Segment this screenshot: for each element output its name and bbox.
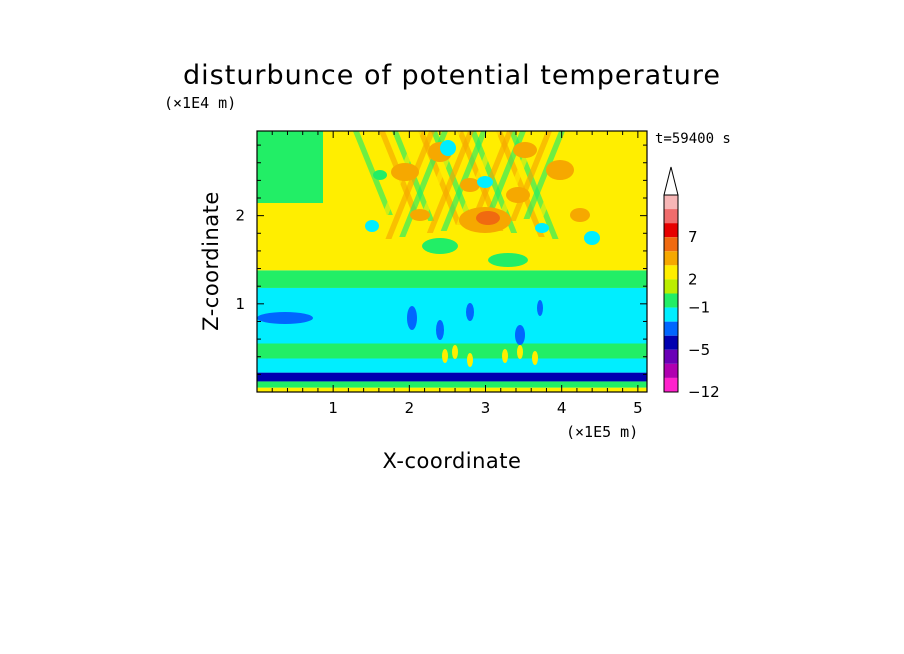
colorbar-swatch (664, 223, 678, 238)
colorbar-swatch (664, 251, 678, 266)
wave-stripe (523, 131, 566, 219)
contour-band-0 (257, 387, 647, 392)
contour-streak (257, 312, 313, 324)
contour-blob (422, 238, 458, 254)
colorbar-swatch (664, 195, 678, 210)
contour-band-3 (257, 358, 647, 373)
colorbar-tick-label: 7 (688, 228, 698, 246)
contour-blob (570, 208, 590, 222)
x-axis: 1 2 3 4 5 (271, 131, 643, 417)
colorbar-swatch (664, 377, 678, 392)
contour-blob (440, 140, 456, 156)
contour-wiggle (502, 349, 508, 363)
contour-blob (506, 187, 530, 203)
contour-streak (407, 306, 417, 330)
colorbar-swatch (664, 209, 678, 224)
colorbar-swatch (664, 349, 678, 364)
colorbar-tick-label: 2 (688, 270, 698, 288)
y-unit-label: (×1E4 m) (164, 94, 236, 112)
contour-blob (365, 220, 379, 232)
contour-wiggle (517, 345, 523, 359)
y-tick-label: 1 (235, 295, 245, 313)
colorbar-tick-label: −1 (688, 299, 710, 317)
contour-streak (515, 325, 525, 345)
wave-stripe (508, 131, 559, 239)
x-axis-label: X-coordinate (383, 449, 522, 473)
x-tick-label: 2 (405, 399, 415, 417)
contour-band-5 (257, 287, 647, 344)
wave-stripe (454, 131, 501, 229)
contour-blob (391, 163, 419, 181)
wave-stripe (371, 131, 423, 241)
chart-title: disturbunce of potential temperature (183, 60, 721, 91)
x-tick-label: 5 (633, 399, 643, 417)
contour-blob (410, 209, 430, 221)
contour-blob (546, 160, 574, 180)
contour-band-1 (257, 381, 647, 388)
colorbar-tick-label: −12 (688, 383, 720, 401)
x-tick-label: 1 (328, 399, 338, 417)
contour-blob (584, 231, 600, 245)
contour-band-6 (257, 270, 647, 288)
x-tick-label: 3 (481, 399, 491, 417)
colorbar-swatch (664, 265, 678, 280)
wave-stripe (482, 131, 527, 225)
contour-blob (488, 253, 528, 267)
contour-band-4 (257, 343, 647, 359)
y-tick-label: 2 (235, 207, 245, 225)
colorbar-frame (663, 194, 679, 393)
x-unit-label: (×1E5 m) (566, 423, 638, 441)
time-label: t=59400 s (655, 131, 731, 147)
contour-blob (460, 178, 480, 192)
contour-wiggle (442, 349, 448, 363)
wave-stripe (385, 131, 436, 239)
colorbar-swatch (664, 279, 678, 294)
contour-blob (535, 223, 549, 233)
colorbar: 7 2 −1 −5 −12 (663, 166, 720, 401)
colorbar-swatch (664, 363, 678, 378)
colorbar-arrow (663, 166, 679, 196)
contour-region (257, 131, 323, 203)
contour-streak (436, 320, 444, 340)
y-axis-label: Z-coordinate (199, 191, 223, 331)
colorbar-swatch (664, 335, 678, 350)
contour-wiggle (467, 353, 473, 367)
colorbar-swatch (664, 237, 678, 252)
contour-blob (477, 176, 493, 188)
contour-field (257, 131, 647, 392)
colorbar-swatch (664, 307, 678, 322)
contour-wiggle (452, 345, 458, 359)
contour-blob (373, 170, 387, 180)
contour-band-2 (257, 372, 647, 382)
x-tick-label: 4 (557, 399, 567, 417)
contour-blob (513, 142, 537, 158)
wave-stripe (426, 131, 475, 233)
wave-stripe (352, 131, 393, 215)
contour-wiggle (532, 351, 538, 365)
colorbar-tick-label: −5 (688, 341, 710, 359)
colorbar-swatch (664, 293, 678, 308)
colorbar-swatch (664, 321, 678, 336)
plot-frame (256, 130, 648, 393)
contour-streak (466, 303, 474, 321)
contour-streak (537, 300, 543, 316)
contour-blob (476, 211, 500, 225)
y-axis: 12 (235, 144, 647, 375)
